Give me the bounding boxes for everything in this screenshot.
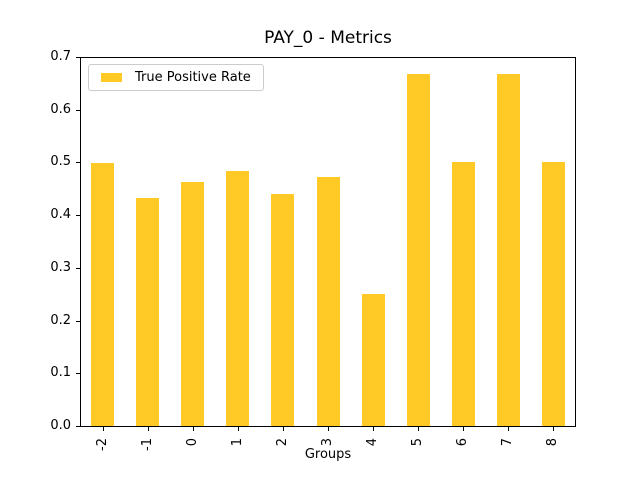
x-tick-mark-1	[237, 427, 239, 431]
legend-swatch-icon	[101, 73, 122, 82]
x-tick-mark-2	[282, 427, 284, 431]
bar-8	[541, 162, 565, 426]
x-tick-mark-8	[553, 427, 555, 431]
legend: True Positive Rate	[88, 64, 264, 91]
bar-2	[271, 193, 295, 426]
x-tick-mark--2	[102, 427, 104, 431]
bar-7	[496, 74, 520, 426]
y-tick-label-0.5: 0.5	[50, 154, 71, 170]
y-tick-mark-0.6	[76, 109, 80, 111]
bar-6	[451, 162, 475, 426]
y-tick-mark-0.5	[76, 162, 80, 164]
y-tick-mark-0.4	[76, 215, 80, 217]
bar-3	[316, 176, 340, 426]
y-tick-mark-0.7	[76, 57, 80, 58]
y-tick-label-0.7: 0.7	[50, 49, 71, 64]
chart-title: PAY_0 - Metrics	[264, 28, 392, 48]
bar-0	[181, 181, 205, 426]
x-tick-mark-5	[418, 427, 420, 431]
x-tick-mark-7	[508, 427, 510, 431]
y-tick-label-0.3: 0.3	[50, 259, 71, 275]
bar-4	[361, 294, 385, 426]
x-axis-label: Groups	[304, 447, 352, 462]
x-tick-mark-4	[373, 427, 375, 431]
y-tick-label-0.4: 0.4	[50, 207, 71, 223]
y-tick-mark-0.2	[76, 320, 80, 322]
y-tick-mark-0.0	[76, 426, 80, 427]
y-tick-label-0.2: 0.2	[50, 312, 71, 328]
y-tick-label-0.1: 0.1	[50, 365, 71, 381]
bar-5	[406, 74, 430, 426]
legend-label: True Positive Rate	[135, 70, 251, 85]
x-tick-mark-0	[192, 427, 194, 431]
y-tick-mark-0.3	[76, 267, 80, 269]
plot-area: True Positive Rate	[80, 57, 576, 427]
y-tick-label-0.6: 0.6	[50, 101, 71, 117]
y-tick-label-0.0: 0.0	[50, 418, 71, 433]
bar--1	[136, 198, 160, 426]
x-tick-mark-3	[328, 427, 329, 431]
bar--2	[91, 163, 115, 426]
bar-1	[226, 171, 250, 426]
x-tick-mark--1	[147, 427, 149, 431]
x-tick-mark-6	[463, 427, 465, 431]
y-tick-mark-0.1	[76, 373, 80, 375]
